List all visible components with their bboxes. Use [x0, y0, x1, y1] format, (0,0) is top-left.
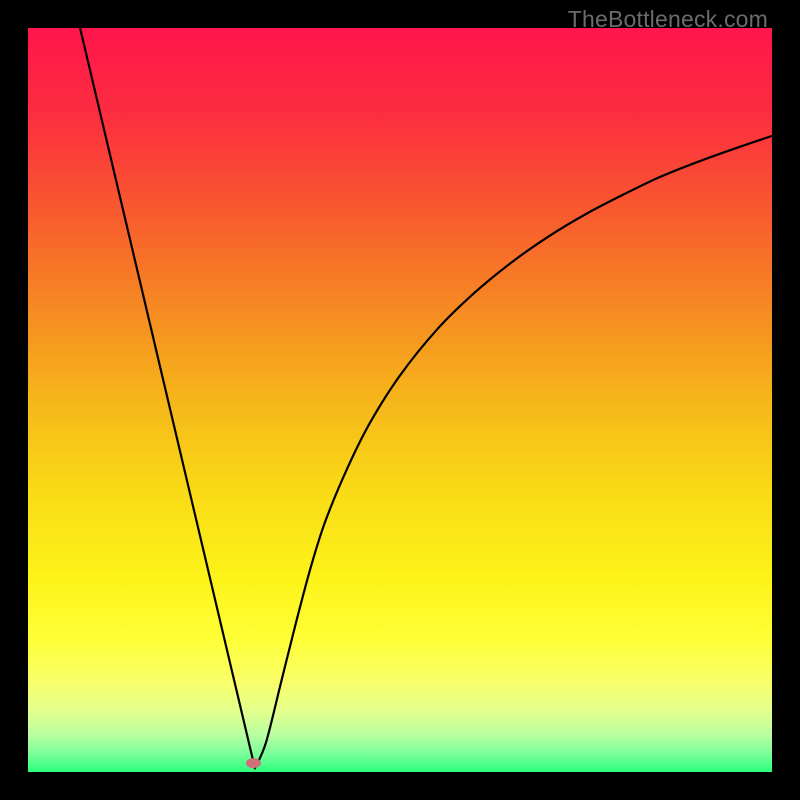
- gradient-background: [28, 28, 772, 772]
- plot-svg: [28, 28, 772, 772]
- watermark-text: TheBottleneck.com: [568, 6, 768, 33]
- plot-area: [28, 28, 772, 772]
- chart-container: TheBottleneck.com: [0, 0, 800, 800]
- minimum-marker: [246, 758, 261, 768]
